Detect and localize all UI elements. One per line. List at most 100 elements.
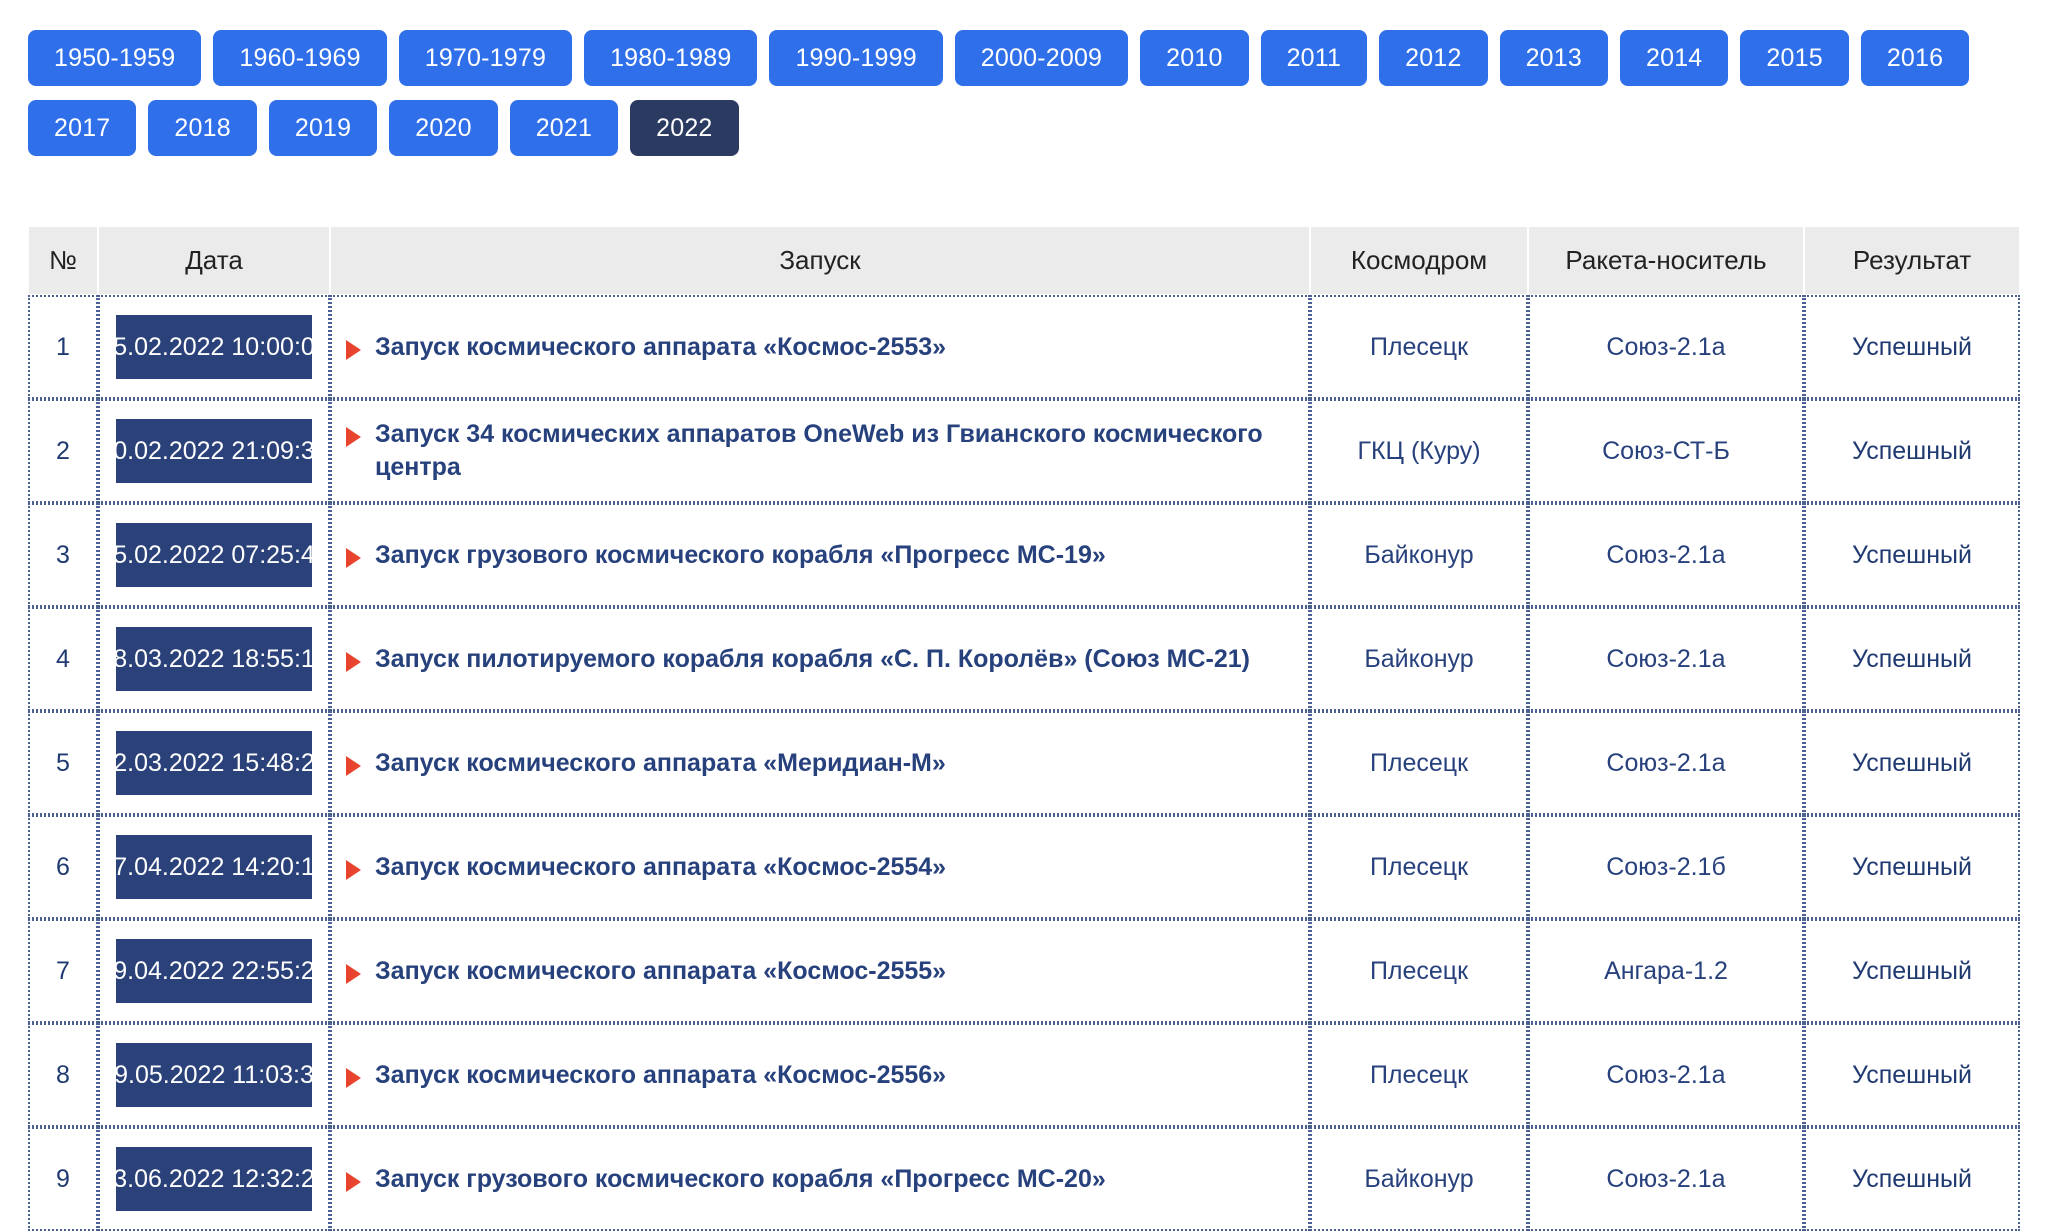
cell-launch-vehicle: Союз-2.1б: [1528, 815, 1804, 919]
table-row: 3 15.02.2022 07:25:40 Запуск грузового кос…: [28, 503, 2020, 607]
launch-link[interactable]: Запуск 34 космических аппаратов OneWeb и…: [375, 420, 1263, 481]
cell-launch-description: Запуск космического аппарата «Меридиан-М…: [330, 711, 1310, 815]
cell-cosmodrome: Плесецк: [1310, 295, 1528, 399]
launch-vehicle-link[interactable]: Союз-2.1а: [1606, 540, 1726, 569]
period-button-1980-1989[interactable]: 1980-1989: [584, 30, 758, 86]
period-button-2014[interactable]: 2014: [1619, 30, 1729, 86]
table-row: 5 22.03.2022 15:48:23 Запуск космического …: [28, 711, 2020, 815]
date-badge: 03.06.2022 12:32:21: [99, 1145, 329, 1213]
period-button-2010[interactable]: 2010: [1140, 30, 1249, 86]
launch-table: № Дата Запуск Космодром Ракета-носитель …: [28, 226, 2020, 1231]
launch-link[interactable]: Запуск грузового космического корабля «П…: [375, 540, 1106, 569]
table-row: 6 07.04.2022 14:20:18 Запуск космического …: [28, 815, 2020, 919]
cell-row-number: 1: [28, 295, 98, 399]
cell-result: Успешный: [1804, 503, 2020, 607]
cell-row-number: 8: [28, 1023, 98, 1127]
table-row: 1 05.02.2022 10:00:00 Запуск космического …: [28, 295, 2020, 399]
cell-cosmodrome: ГКЦ (Куру): [1310, 399, 1528, 503]
cell-cosmodrome: Байконур: [1310, 1127, 1528, 1231]
cosmodrome-link[interactable]: Плесецк: [1369, 748, 1469, 777]
period-button-2015[interactable]: 2015: [1740, 30, 1849, 86]
period-button-1990-1999[interactable]: 1990-1999: [769, 30, 943, 86]
cosmodrome-link[interactable]: Байконур: [1364, 540, 1474, 569]
cosmodrome-link[interactable]: Байконур: [1364, 644, 1474, 673]
cell-launch-vehicle: Союз-2.1а: [1528, 711, 1804, 815]
period-button-2000-2009[interactable]: 2000-2009: [954, 30, 1129, 86]
launch-vehicle-link[interactable]: Ангара-1.2: [1604, 956, 1728, 985]
date-badge: 29.04.2022 22:55:23: [99, 937, 329, 1005]
launch-vehicle-link[interactable]: Союз-СТ-Б: [1602, 436, 1730, 465]
cell-launch-vehicle: Союз-2.1а: [1528, 1023, 1804, 1127]
column-header-site: Космодром: [1310, 226, 1528, 295]
cell-launch-vehicle: Союз-СТ-Б: [1528, 399, 1804, 503]
period-button-2011[interactable]: 2011: [1260, 30, 1368, 86]
launch-vehicle-link[interactable]: Союз-2.1б: [1606, 852, 1726, 881]
launch-link[interactable]: Запуск космического аппарата «Космос-255…: [375, 852, 947, 881]
cell-launch-description: Запуск грузового космического корабля «П…: [330, 503, 1310, 607]
period-button-2013[interactable]: 2013: [1499, 30, 1608, 86]
triangle-right-icon: [346, 963, 361, 984]
triangle-right-icon: [346, 755, 361, 776]
cell-launch-vehicle: Союз-2.1а: [1528, 503, 1804, 607]
launch-link[interactable]: Запуск космического аппарата «Меридиан-М…: [375, 748, 946, 777]
cell-cosmodrome: Плесецк: [1310, 815, 1528, 919]
column-header-result: Результат: [1804, 226, 2020, 295]
period-button-2021[interactable]: 2021: [509, 100, 619, 156]
launch-vehicle-link[interactable]: Союз-2.1а: [1606, 1164, 1726, 1193]
cell-result: Успешный: [1804, 607, 2020, 711]
period-button-1960-1969[interactable]: 1960-1969: [213, 30, 387, 86]
triangle-right-icon: [346, 859, 361, 880]
period-button-2019[interactable]: 2019: [268, 100, 378, 156]
cosmodrome-link[interactable]: Плесецк: [1369, 332, 1469, 361]
period-button-2012[interactable]: 2012: [1379, 30, 1488, 86]
launch-vehicle-link[interactable]: Союз-2.1а: [1606, 644, 1726, 673]
cosmodrome-link[interactable]: Плесецк: [1369, 956, 1469, 985]
cell-launch-description: Запуск космического аппарата «Космос-255…: [330, 815, 1310, 919]
cell-launch-vehicle: Союз-2.1а: [1528, 607, 1804, 711]
cosmodrome-link[interactable]: ГКЦ (Куру): [1357, 436, 1481, 465]
launch-vehicle-link[interactable]: Союз-2.1а: [1606, 1060, 1726, 1089]
cell-launch-date: 19.05.2022 11:03:32: [98, 1023, 330, 1127]
column-header-rocket: Ракета-носитель: [1528, 226, 1804, 295]
period-button-2016[interactable]: 2016: [1860, 30, 1970, 86]
launch-link[interactable]: Запуск космического аппарата «Космос-255…: [375, 1060, 947, 1089]
cell-result: Успешный: [1804, 399, 2020, 503]
cosmodrome-link[interactable]: Байконур: [1364, 1164, 1474, 1193]
cell-launch-description: Запуск космического аппарата «Космос-255…: [330, 1023, 1310, 1127]
cell-launch-date: 29.04.2022 22:55:23: [98, 919, 330, 1023]
cell-launch-description: Запуск космического аппарата «Космос-255…: [330, 295, 1310, 399]
cell-launch-date: 15.02.2022 07:25:40: [98, 503, 330, 607]
launch-link[interactable]: Запуск космического аппарата «Космос-255…: [375, 332, 947, 361]
table-row: 9 03.06.2022 12:32:21 Запуск грузового кос…: [28, 1127, 2020, 1231]
period-button-2020[interactable]: 2020: [389, 100, 498, 156]
triangle-right-icon: [346, 339, 361, 360]
launch-period-filter: 1950-1959 1960-1969 1970-1979 1980-1989 1990…: [0, 0, 2020, 156]
triangle-right-icon: [346, 547, 361, 568]
date-badge: 07.04.2022 14:20:18: [99, 833, 329, 901]
cell-launch-date: 03.06.2022 12:32:21: [98, 1127, 330, 1231]
period-button-1970-1979[interactable]: 1970-1979: [398, 30, 573, 86]
triangle-right-icon: [346, 427, 361, 447]
column-header-number: №: [28, 226, 98, 295]
cell-cosmodrome: Байконур: [1310, 607, 1528, 711]
launch-table-body: 1 05.02.2022 10:00:00 Запуск космического …: [28, 295, 2020, 1231]
launch-table-head: № Дата Запуск Космодром Ракета-носитель …: [28, 226, 2020, 295]
cell-result: Успешный: [1804, 1127, 2020, 1231]
launch-link[interactable]: Запуск грузового космического корабля «П…: [375, 1164, 1106, 1193]
launch-vehicle-link[interactable]: Союз-2.1а: [1606, 332, 1726, 361]
cosmodrome-link[interactable]: Плесецк: [1369, 852, 1469, 881]
period-button-2022[interactable]: 2022: [630, 100, 739, 156]
launch-link[interactable]: Запуск пилотируемого корабля корабля «С.…: [375, 644, 1251, 673]
launch-vehicle-link[interactable]: Союз-2.1а: [1606, 748, 1726, 777]
cosmodrome-link[interactable]: Плесецк: [1369, 1060, 1469, 1089]
period-button-1950-1959[interactable]: 1950-1959: [28, 30, 202, 86]
date-badge: 22.03.2022 15:48:23: [99, 729, 329, 797]
cell-row-number: 6: [28, 815, 98, 919]
period-button-2018[interactable]: 2018: [148, 100, 257, 156]
cell-launch-vehicle: Союз-2.1а: [1528, 1127, 1804, 1231]
triangle-right-icon: [346, 1171, 361, 1192]
period-button-2017[interactable]: 2017: [28, 100, 137, 156]
launch-link[interactable]: Запуск космического аппарата «Космос-255…: [375, 956, 947, 985]
cell-cosmodrome: Плесецк: [1310, 1023, 1528, 1127]
